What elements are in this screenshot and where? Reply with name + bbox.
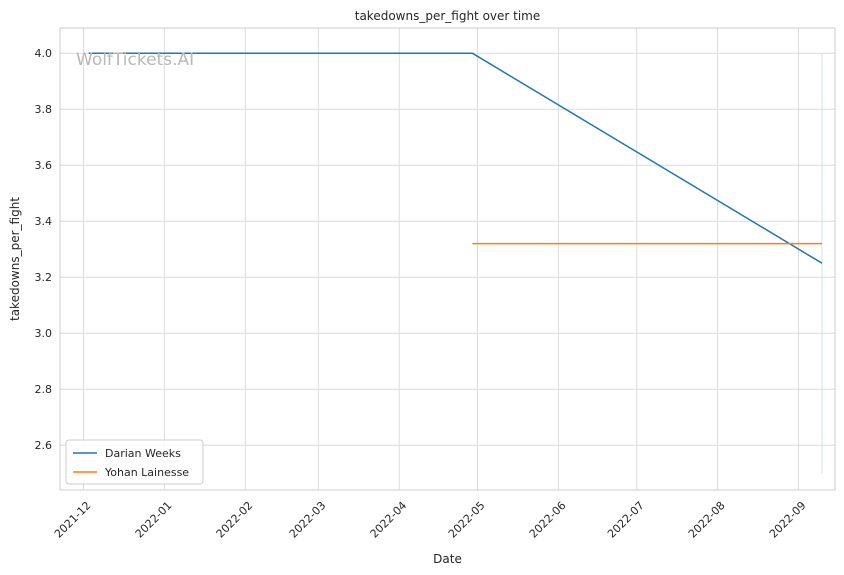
legend-label: Yohan Lainesse: [104, 466, 189, 479]
y-tick-label: 2.8: [35, 383, 53, 396]
x-tick-label: 2022-05: [446, 499, 488, 541]
x-tick-label: 2022-09: [767, 499, 809, 541]
y-tick-labels: 2.6 2.8 3.0 3.2 3.4 3.6 3.8 4.0: [35, 47, 53, 452]
x-tick-labels: 2021-12 2022-01 2022-02 2022-03 2022-04 2022-…: [52, 499, 809, 541]
grid: [60, 28, 835, 490]
plot-frame: [59, 27, 836, 491]
series-line: [88, 52, 823, 264]
legend: Darian Weeks Yohan Lainesse: [65, 439, 204, 485]
y-tick-label: 3.4: [35, 215, 53, 228]
x-tick-label: 2022-02: [214, 499, 256, 541]
y-tick-label: 3.6: [35, 159, 53, 172]
x-tick-label: 2022-03: [287, 499, 329, 541]
x-axis-label: Date: [433, 552, 462, 566]
y-axis-label: takedowns_per_fight: [8, 197, 22, 321]
legend-label: Darian Weeks: [105, 447, 181, 460]
legend-box: [65, 439, 204, 485]
chart-title: takedowns_per_fight over time: [355, 9, 541, 23]
y-tick-label: 2.6: [35, 439, 53, 452]
y-tick-label: 3.0: [35, 327, 53, 340]
watermark: WolfTickets.AI: [76, 50, 194, 70]
series-layer: [88, 52, 823, 264]
x-tick-label: 2022-01: [133, 499, 175, 541]
x-tick-label: 2022-08: [686, 499, 728, 541]
x-tick-label: 2021-12: [52, 499, 94, 541]
y-tick-label: 3.2: [35, 271, 53, 284]
x-tick-label: 2022-04: [368, 499, 410, 541]
x-tick-label: 2022-06: [527, 499, 569, 541]
y-tick-label: 3.8: [35, 103, 53, 116]
y-tick-label: 4.0: [35, 47, 53, 60]
x-tick-label: 2022-07: [605, 499, 647, 541]
